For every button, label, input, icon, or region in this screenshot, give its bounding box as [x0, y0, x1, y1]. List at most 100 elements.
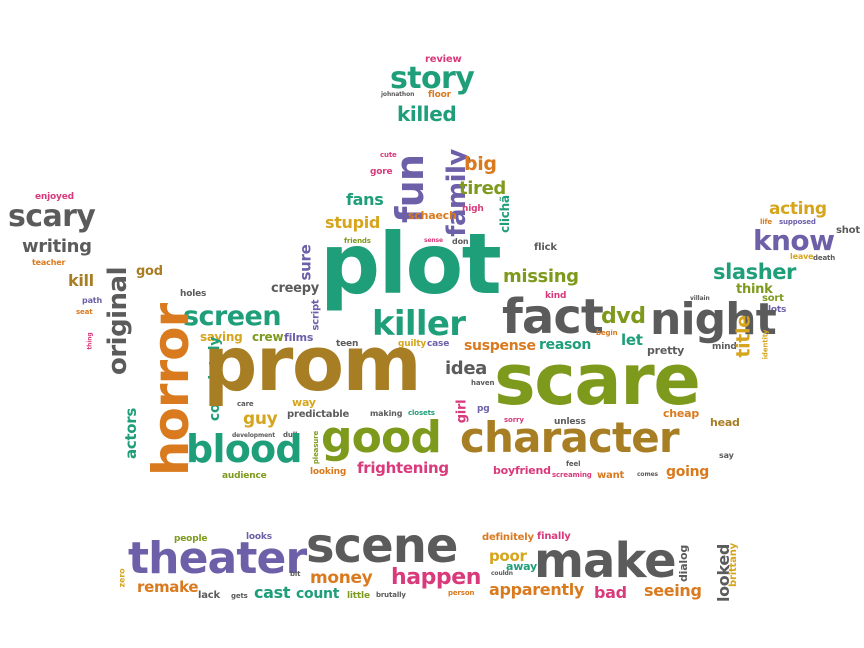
- word-suspense: suspense: [464, 338, 536, 354]
- word-enjoyed: enjoyed: [35, 192, 74, 202]
- word-missing: missing: [503, 266, 579, 287]
- word-know: know: [753, 224, 835, 257]
- word-pg: pg: [477, 404, 490, 414]
- word-make: make: [534, 533, 677, 589]
- word-want: want: [597, 470, 625, 481]
- word-lots: lots: [768, 305, 787, 315]
- word-holes: holes: [180, 289, 207, 299]
- word-friends: friends: [344, 237, 371, 245]
- word-person: person: [448, 589, 475, 597]
- word-unless: unless: [554, 417, 586, 427]
- word-haven: haven: [471, 379, 495, 387]
- word-making: making: [370, 409, 403, 418]
- word-fans: fans: [346, 190, 384, 209]
- word-pleasure: pleasure: [312, 430, 321, 465]
- word-cliche: clichã: [497, 195, 512, 233]
- word-prom: prom: [203, 319, 422, 408]
- word-bad: bad: [594, 583, 627, 602]
- word-dvd: dvd: [601, 304, 646, 329]
- word-acting: acting: [769, 199, 827, 219]
- word-say: say: [719, 451, 734, 460]
- word-sure: sure: [296, 244, 315, 281]
- word-crew: crew: [252, 330, 284, 344]
- word-kill: kill: [68, 271, 94, 290]
- word-cheap: cheap: [663, 407, 700, 420]
- word-seat: seat: [76, 308, 93, 316]
- word-kind: kind: [545, 291, 567, 301]
- word-little: little: [347, 591, 370, 601]
- word-count: count: [296, 586, 340, 602]
- word-brittany: brittany: [727, 543, 739, 587]
- word-boyfriend: boyfriend: [493, 464, 551, 477]
- word-away: away: [506, 560, 537, 573]
- word-screaming: screaming: [552, 471, 592, 479]
- word-title: title: [732, 315, 755, 358]
- word-pretty: pretty: [647, 344, 685, 357]
- word-teen: teen: [336, 339, 359, 349]
- word-audience: audience: [222, 471, 267, 481]
- word-identity: identity: [761, 329, 770, 360]
- word-care: care: [237, 400, 254, 408]
- word-predictable: predictable: [287, 409, 350, 420]
- word-character: character: [460, 413, 680, 462]
- word-creepy: creepy: [271, 281, 319, 296]
- word-saying: saying: [200, 330, 243, 344]
- word-case: case: [427, 339, 450, 349]
- word-theater: theater: [128, 533, 307, 584]
- word-apparently: apparently: [489, 580, 584, 599]
- word-films: films: [284, 331, 314, 344]
- word-teacher: teacher: [32, 258, 66, 267]
- word-blood: blood: [186, 427, 303, 471]
- word-remake: remake: [137, 578, 199, 596]
- word-definitely: definitely: [482, 532, 534, 543]
- word-head: head: [710, 416, 740, 429]
- word-life: life: [760, 218, 773, 226]
- word-guilty: guilty: [398, 339, 427, 349]
- word-floor: floor: [428, 90, 451, 100]
- word-flick: flick: [534, 242, 557, 253]
- word-begin: begin: [596, 329, 618, 337]
- word-frightening: frightening: [357, 459, 449, 477]
- word-people: people: [174, 534, 208, 544]
- word-path: path: [82, 296, 103, 305]
- word-cute: cute: [380, 151, 397, 159]
- word-high: high: [462, 204, 484, 214]
- word-gore: gore: [370, 167, 393, 177]
- word-johnathon: johnathon: [381, 91, 415, 98]
- word-death: death: [813, 254, 836, 262]
- word-big: big: [464, 153, 497, 175]
- word-don: don: [452, 237, 469, 246]
- word-brutally: brutally: [376, 591, 406, 599]
- word-good: good: [321, 412, 442, 463]
- word-dull: dull: [283, 431, 298, 439]
- word-idea: idea: [445, 358, 487, 379]
- word-looks: looks: [246, 532, 272, 542]
- word-fact: fact: [502, 289, 604, 345]
- word-scare: scare: [494, 339, 701, 421]
- word-villain: villain: [690, 295, 710, 302]
- word-gets: gets: [231, 592, 248, 600]
- word-dialog: dialog: [676, 545, 690, 582]
- word-supposed: supposed: [779, 218, 816, 226]
- word-story: story: [390, 61, 475, 96]
- word-tired: tired: [459, 178, 506, 199]
- word-cast: cast: [254, 583, 291, 602]
- word-stupid: stupid: [325, 213, 381, 232]
- word-killed: killed: [397, 102, 457, 126]
- word-guy: guy: [243, 409, 278, 429]
- word-poor: poor: [489, 547, 527, 565]
- word-plot: plot: [320, 215, 502, 313]
- word-slasher: slasher: [713, 260, 796, 284]
- word-shot: shot: [836, 225, 860, 236]
- word-night: night: [650, 294, 777, 345]
- word-screen: screen: [183, 301, 282, 332]
- word-reason: reason: [539, 337, 592, 353]
- word-comes: comes: [637, 471, 658, 478]
- word-scary: scary: [8, 199, 96, 234]
- word-thing: thing: [86, 332, 94, 350]
- word-review: review: [425, 54, 462, 65]
- word-think: think: [736, 282, 773, 297]
- word-happen: happen: [391, 565, 481, 590]
- word-finally: finally: [537, 531, 571, 542]
